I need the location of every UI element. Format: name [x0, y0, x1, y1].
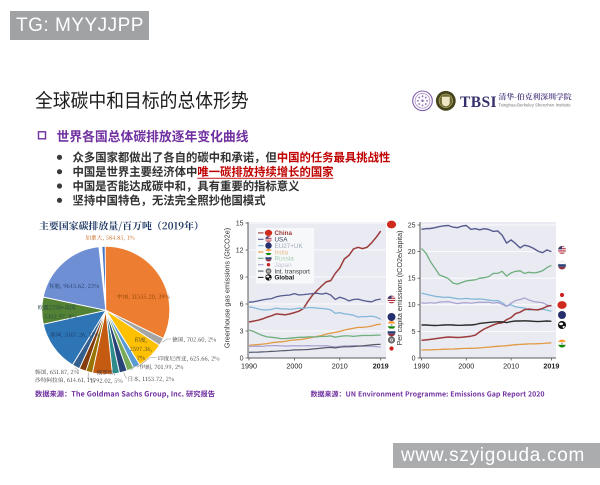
svg-text:1990: 1990 [241, 362, 257, 371]
svg-text:India: India [275, 249, 289, 256]
svg-text:Global: Global [275, 275, 295, 282]
svg-text:2000: 2000 [286, 362, 302, 371]
svg-text:15: 15 [408, 276, 416, 283]
svg-text:Per capita emissions (tCO2e/ca: Per capita emissions (tCO2e/capita) [395, 230, 404, 345]
svg-text:Greenhouse gas emissions (GtCO: Greenhouse gas emissions (GtCO2e) [223, 228, 232, 348]
svg-text:12: 12 [236, 247, 244, 254]
svg-text:2000: 2000 [458, 362, 474, 371]
svg-text:5: 5 [412, 329, 416, 336]
svg-text:0: 0 [240, 355, 244, 362]
svg-text:Int. transport: Int. transport [275, 268, 311, 275]
svg-text:USA: USA [275, 237, 289, 244]
svg-text:9: 9 [240, 274, 244, 281]
svg-text:EU27+UK: EU27+UK [275, 243, 304, 250]
svg-text:6: 6 [240, 301, 244, 308]
svg-text:2019: 2019 [543, 362, 559, 371]
svg-text:1990: 1990 [414, 362, 430, 371]
svg-text:10: 10 [408, 302, 416, 309]
svg-text:China: China [275, 230, 293, 237]
svg-text:3: 3 [240, 328, 244, 335]
svg-text:2010: 2010 [503, 362, 519, 371]
svg-text:2010: 2010 [332, 362, 348, 371]
svg-text:Japan: Japan [275, 262, 293, 269]
svg-text:20: 20 [408, 249, 416, 256]
svg-text:Russia: Russia [275, 256, 295, 263]
svg-text:0: 0 [412, 355, 416, 362]
svg-text:TBSI: TBSI [460, 94, 497, 111]
svg-text:2019: 2019 [373, 362, 389, 371]
svg-text:25: 25 [408, 222, 416, 229]
svg-text:15: 15 [236, 220, 244, 227]
svg-text:Tsinghua-Berkeley Shenzhen Ins: Tsinghua-Berkeley Shenzhen Institute [499, 103, 572, 108]
